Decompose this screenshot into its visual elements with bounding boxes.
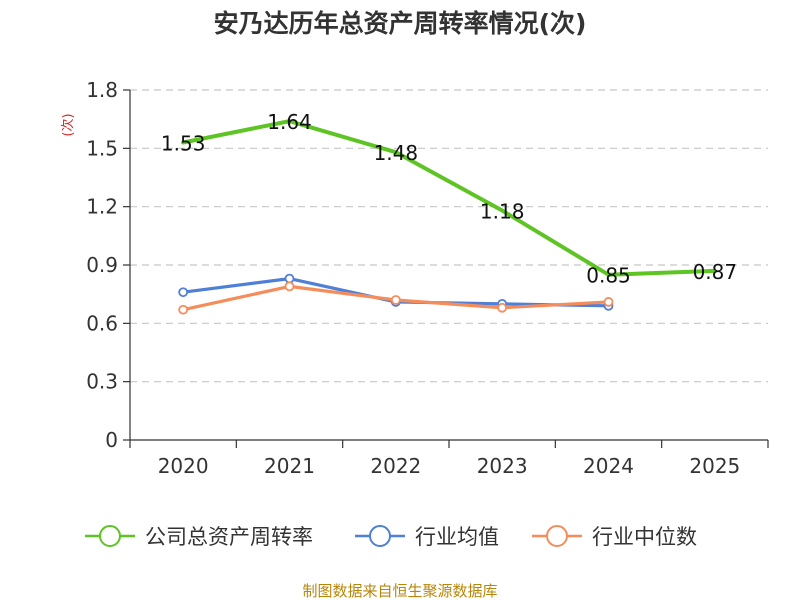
source-note: 制图数据来自恒生聚源数据库 <box>302 582 497 600</box>
series-line-0 <box>181 119 717 277</box>
axes: 0 0.3 0.6 0.9 1.2 1.5 1.8 2020 2021 2022 2023 2024 2… <box>86 78 769 478</box>
legend-swatch-marker <box>99 525 121 547</box>
data-label: 1.53 <box>161 132 206 156</box>
series-point-1 <box>284 273 295 284</box>
legend-swatch-marker <box>546 525 568 547</box>
x-tick-label: 2023 <box>477 454 528 478</box>
series-point-2 <box>178 304 189 315</box>
y-tick-label: 0.9 <box>86 253 118 277</box>
y-tick-label: 0.6 <box>86 311 118 335</box>
legend-label: 公司总资产周转率 <box>145 525 313 549</box>
legend: 公司总资产周转率 行业均值 行业中位数 <box>85 525 697 549</box>
data-label: 0.85 <box>586 264 631 288</box>
data-label: 1.48 <box>374 141 419 165</box>
y-tick-label: 1.8 <box>86 78 118 102</box>
series-point-2 <box>284 281 295 292</box>
x-tick-label: 2022 <box>370 454 421 478</box>
series-point-2 <box>390 295 401 305</box>
data-label: 1.18 <box>480 200 525 224</box>
y-tick-label: 0 <box>105 428 118 452</box>
y-tick-label: 1.2 <box>86 195 118 219</box>
legend-label: 行业中位数 <box>592 525 697 549</box>
legend-swatch-marker <box>369 525 391 547</box>
legend-label: 行业均值 <box>415 525 499 549</box>
y-axis-label: (次) <box>60 113 76 136</box>
x-tick-label: 2024 <box>583 454 634 478</box>
chart-title: 安乃达历年总资产周转率情况(次) <box>214 9 587 38</box>
y-tick-label: 0.3 <box>86 370 118 394</box>
y-tick-label: 1.5 <box>86 136 118 160</box>
grid <box>130 89 768 383</box>
series-layer <box>178 119 717 315</box>
series-point-1 <box>178 287 189 298</box>
data-labels: 1.53 1.64 1.48 1.18 0.85 0.87 <box>161 110 737 288</box>
series-point-2 <box>603 297 614 307</box>
data-label: 1.64 <box>267 110 312 134</box>
data-label: 0.87 <box>693 260 738 284</box>
x-tick-label: 2025 <box>689 454 740 478</box>
x-tick-label: 2021 <box>264 454 315 478</box>
x-tick-label: 2020 <box>158 454 209 478</box>
series-point-2 <box>497 302 508 313</box>
